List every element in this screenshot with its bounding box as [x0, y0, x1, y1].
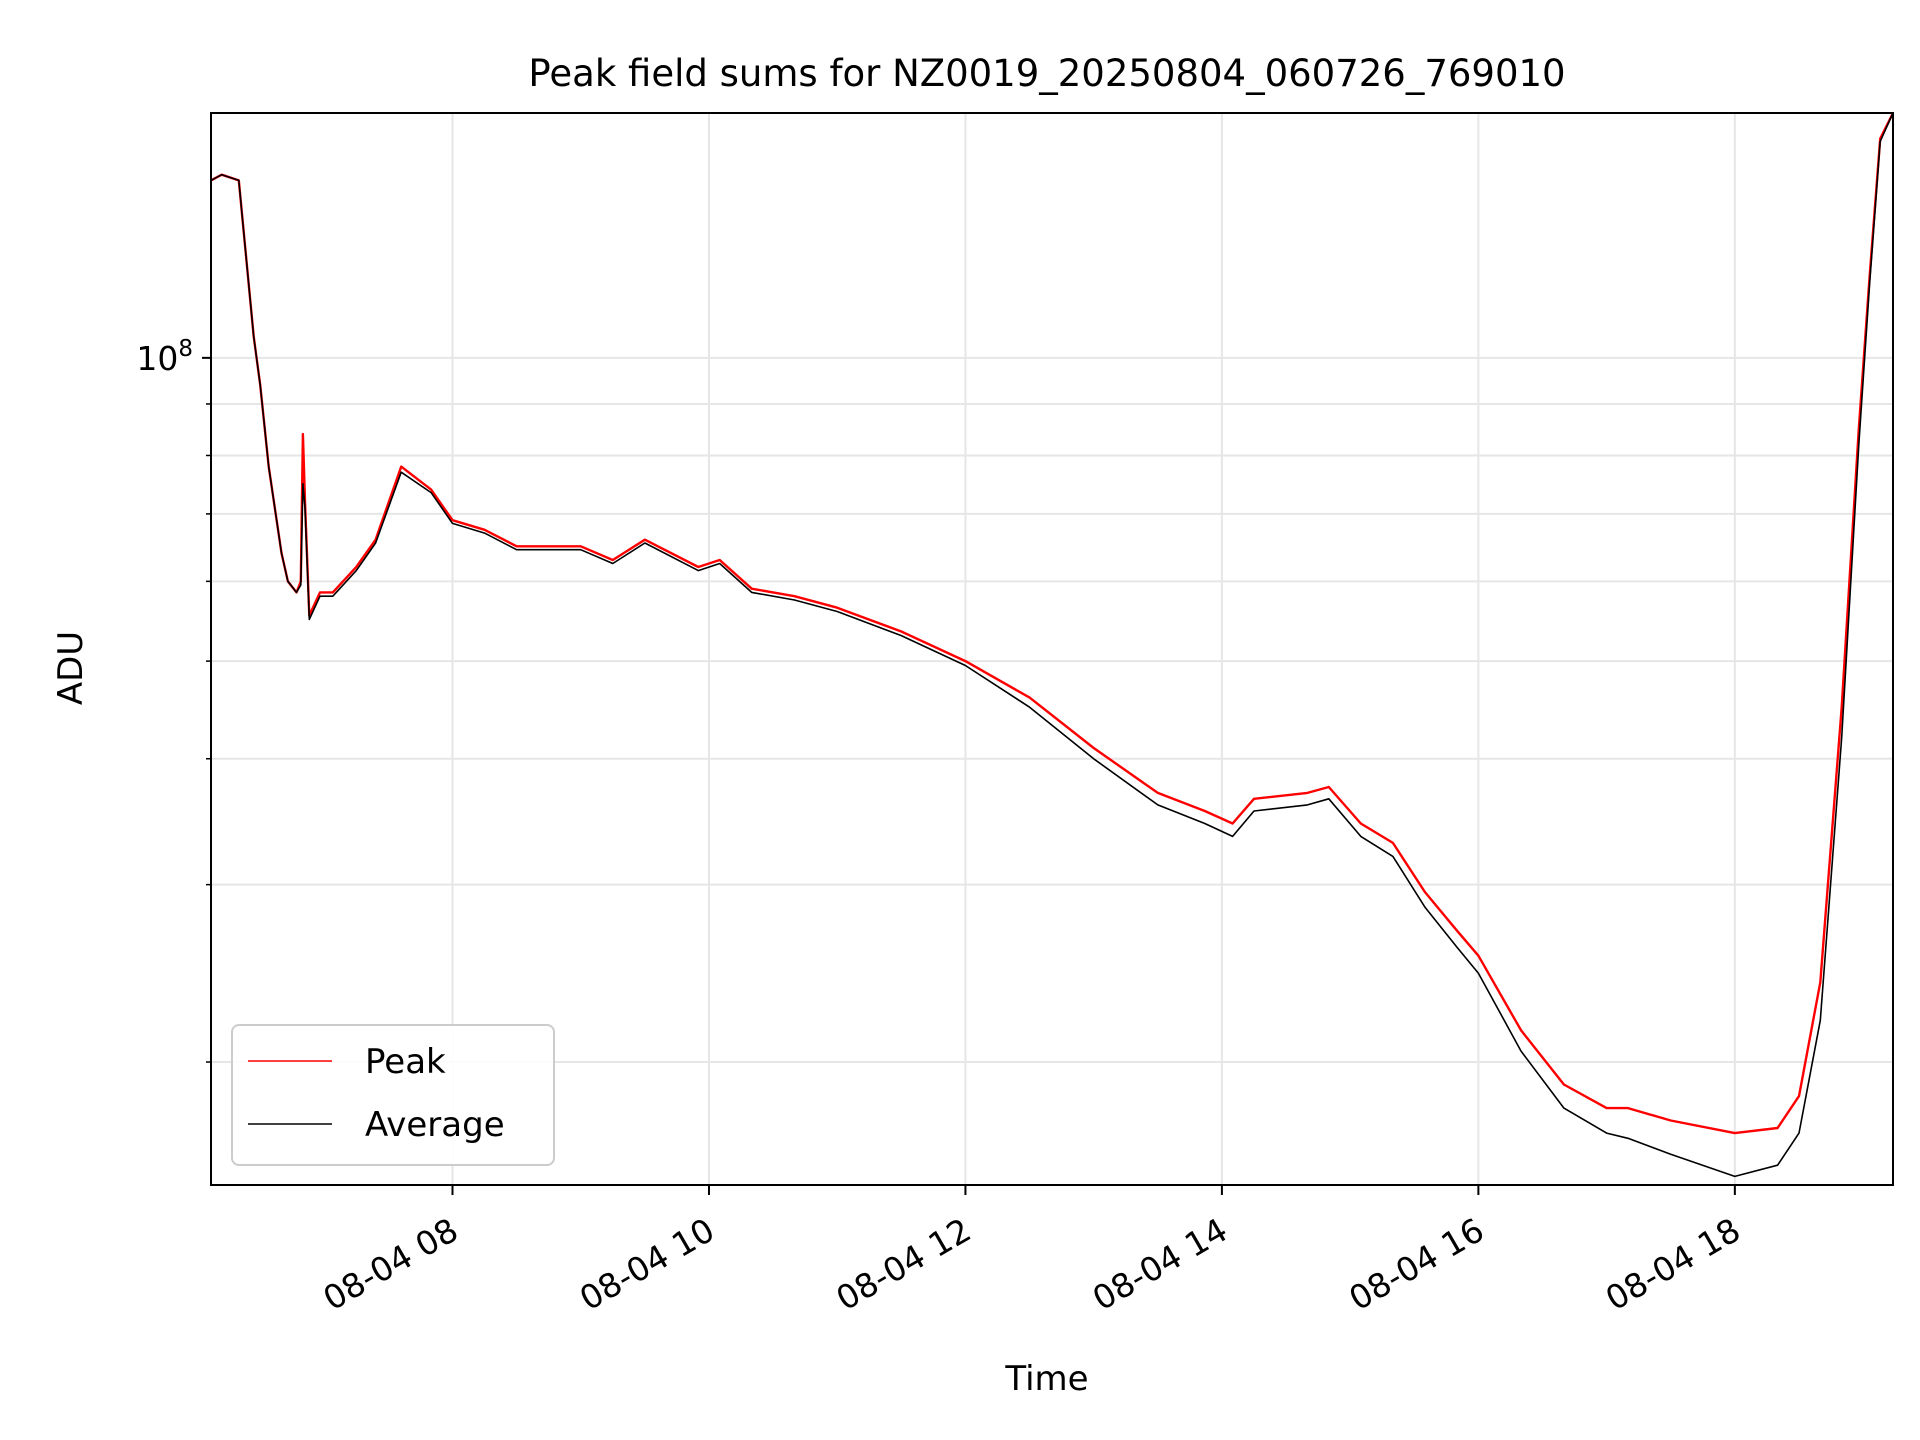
grid	[211, 113, 1893, 1185]
legend-average-label: Average	[365, 1105, 505, 1145]
plot-frame	[210, 112, 1894, 1186]
plot-lines	[210, 112, 1895, 1178]
chart-title: Peak field sums for NZ0019_20250804_0607…	[528, 52, 1565, 95]
series-line-peak	[210, 112, 1895, 1135]
legend-box	[231, 1024, 555, 1166]
x-axis-label: Time	[1004, 1359, 1088, 1399]
legend-peak-label: Peak	[365, 1042, 446, 1082]
legend: Peak Average	[231, 1024, 555, 1166]
y-axis-label: ADU	[51, 631, 91, 705]
series-line-average	[210, 112, 1894, 1178]
